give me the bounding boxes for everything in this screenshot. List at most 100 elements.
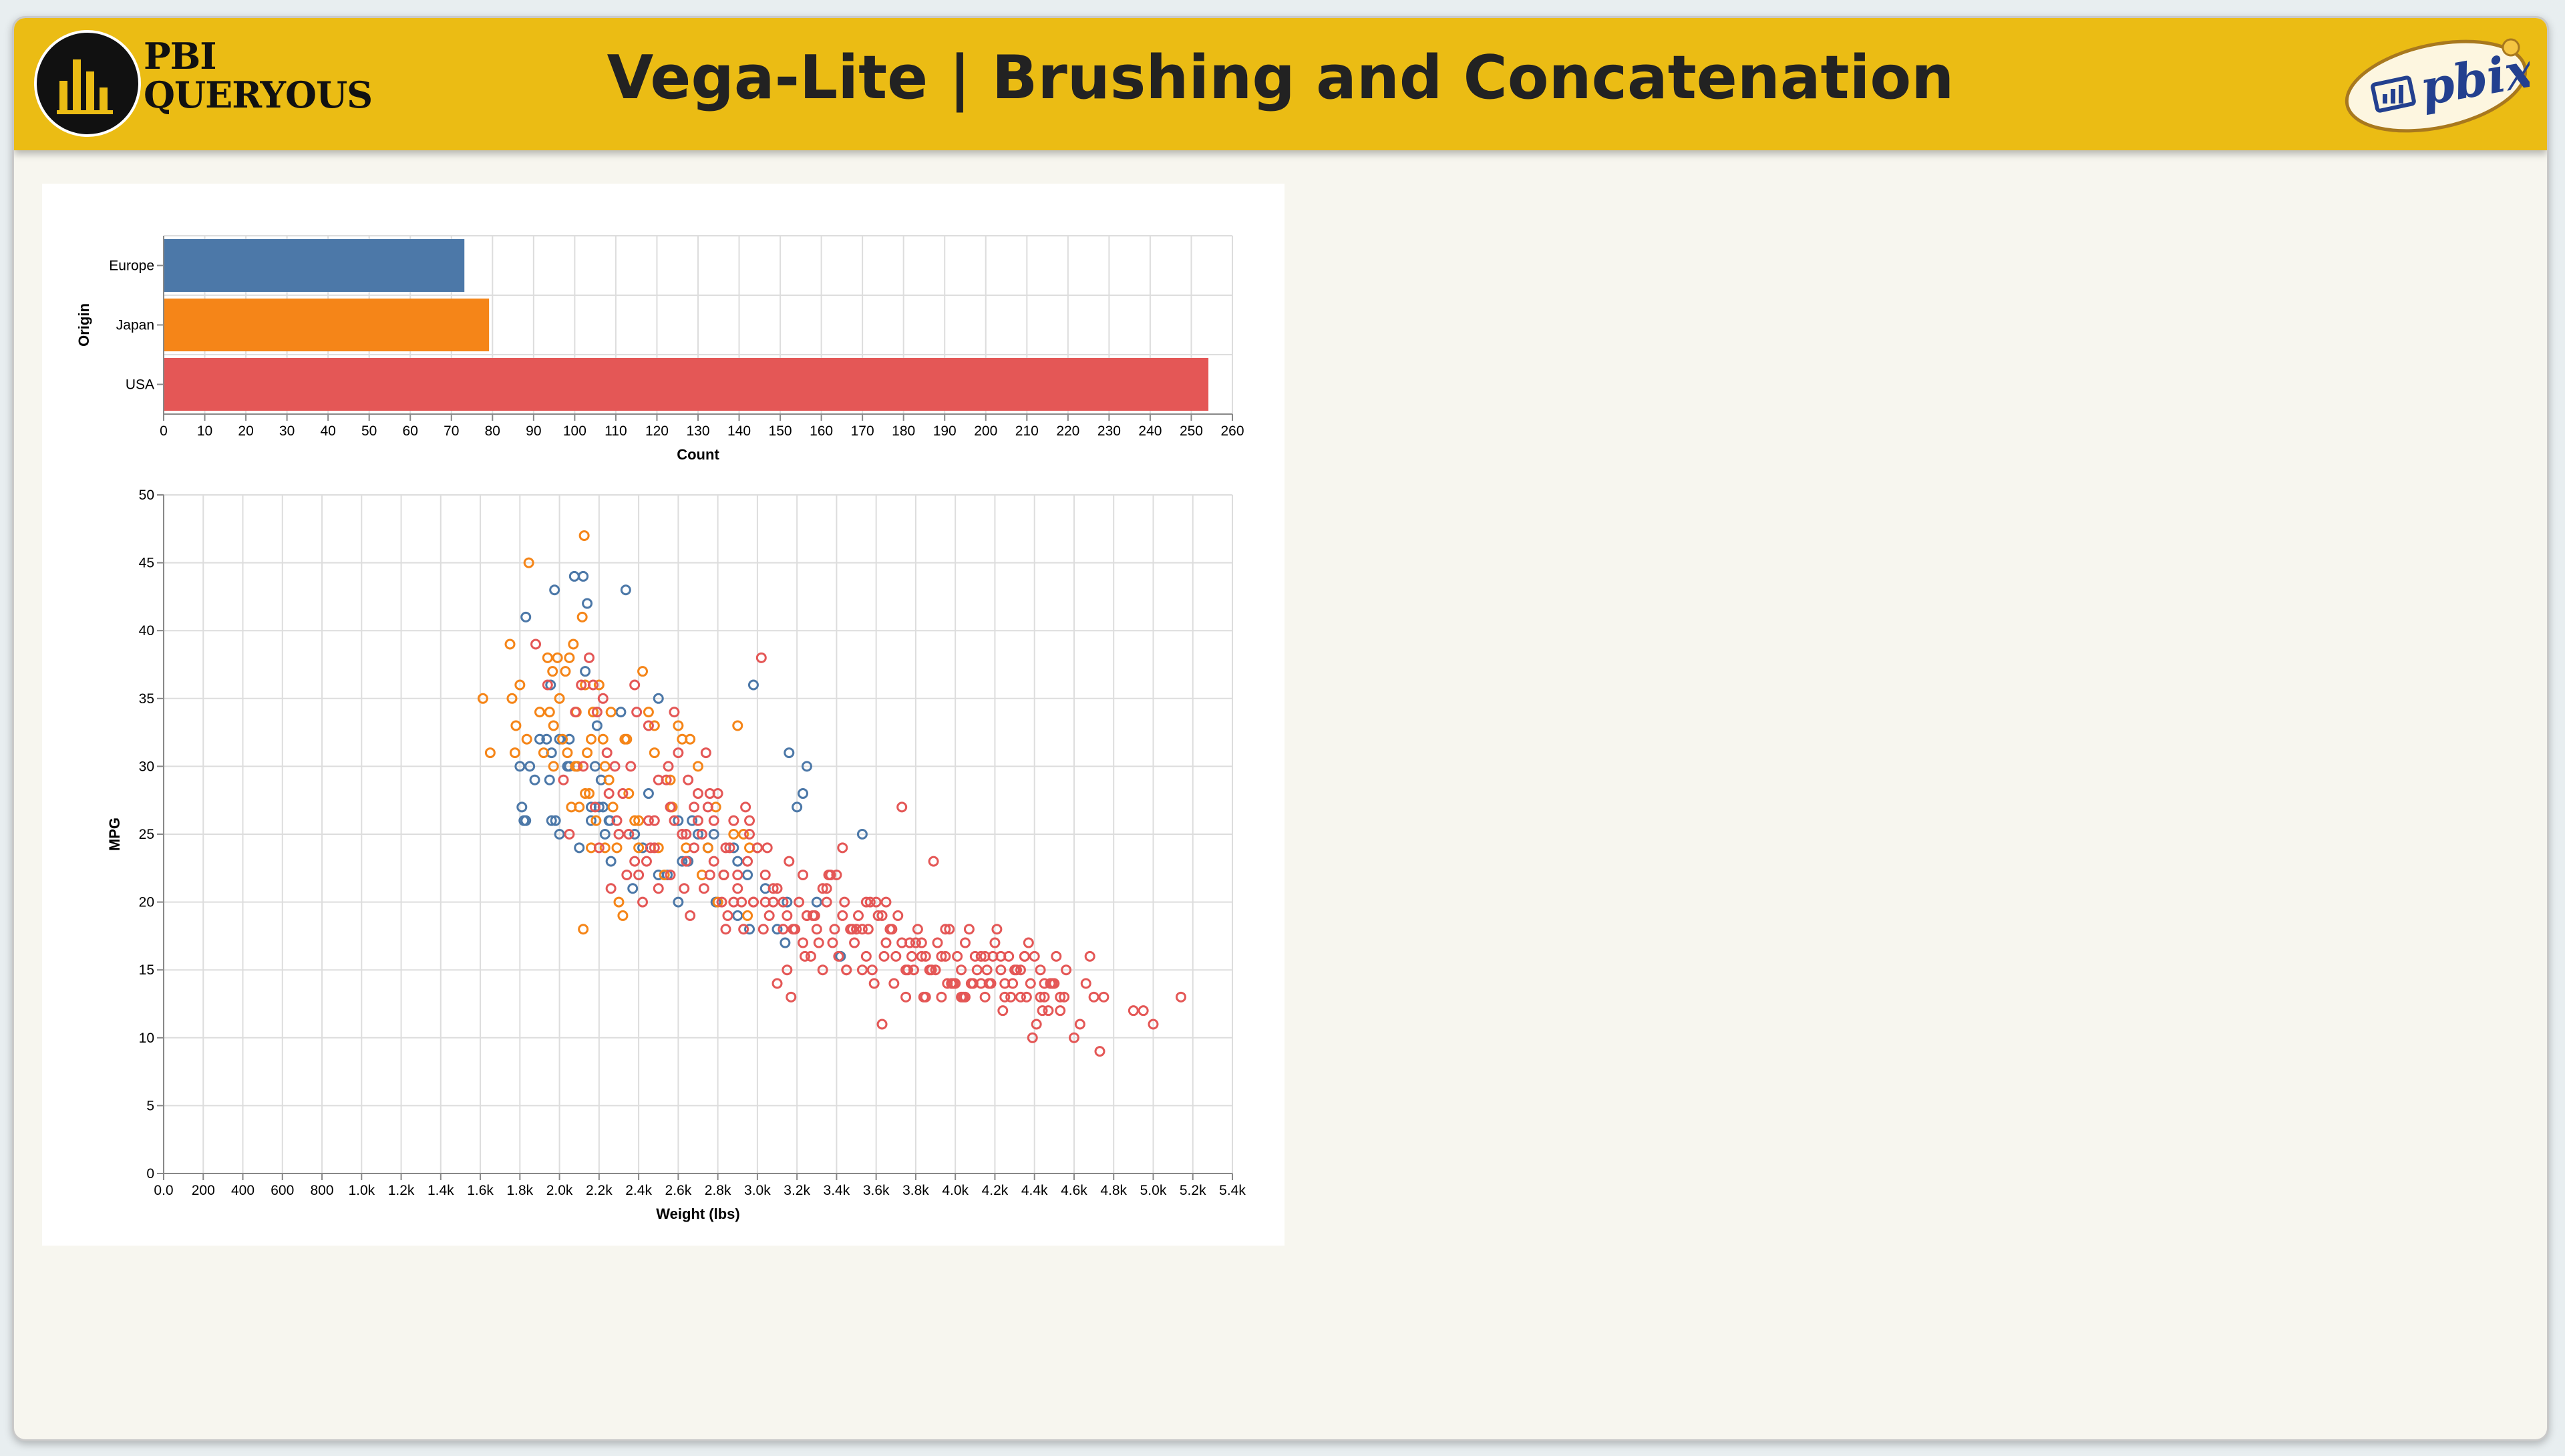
scatter-point[interactable] [693, 788, 703, 799]
scatter-point[interactable] [576, 679, 587, 691]
scatter-point[interactable] [637, 666, 649, 677]
scatter-point[interactable] [763, 910, 775, 921]
scatter-point[interactable] [751, 842, 763, 854]
scatter-point[interactable] [856, 924, 868, 935]
scatter-point[interactable] [633, 842, 645, 854]
scatter-point[interactable] [772, 924, 783, 935]
scatter-point[interactable] [578, 530, 590, 541]
scatter-point[interactable] [738, 924, 749, 935]
scatter-point[interactable] [981, 964, 993, 976]
scatter-point[interactable] [663, 761, 674, 772]
scatter-point[interactable] [597, 733, 609, 745]
scatter-point[interactable] [587, 707, 598, 718]
scatter-point[interactable] [554, 829, 565, 840]
scatter-point[interactable] [659, 869, 670, 880]
scatter-point[interactable] [568, 570, 580, 582]
scatter-point[interactable] [872, 910, 884, 921]
scatter-point[interactable] [798, 869, 809, 880]
scatter-point[interactable] [1019, 950, 1030, 962]
scatter-point[interactable] [807, 910, 818, 921]
scatter-point[interactable] [847, 924, 858, 935]
scatter-point[interactable] [477, 693, 488, 704]
scatter-point[interactable] [821, 896, 832, 908]
scatter-point[interactable] [558, 774, 569, 785]
scatter-point[interactable] [837, 910, 848, 921]
scatter-point[interactable] [870, 896, 882, 908]
scatter-point[interactable] [940, 950, 951, 962]
scatter-point[interactable] [580, 666, 591, 677]
scatter-point[interactable] [514, 679, 526, 691]
scatter-point[interactable] [623, 788, 635, 799]
scatter-point[interactable] [702, 801, 713, 813]
scatter-point[interactable] [603, 788, 615, 799]
scatter-point[interactable] [975, 978, 987, 989]
scatter-point[interactable] [991, 924, 1003, 935]
scatter-point[interactable] [643, 707, 654, 718]
scatter-point[interactable] [866, 964, 878, 976]
scatter-point[interactable] [912, 924, 923, 935]
scatter-point[interactable] [1148, 1019, 1159, 1030]
scatter-point[interactable] [586, 733, 596, 745]
scatter-point[interactable] [829, 924, 840, 935]
scatter-point[interactable] [593, 842, 605, 854]
scatter-point[interactable] [649, 815, 660, 826]
scatter-point[interactable] [649, 720, 660, 731]
scatter-point[interactable] [708, 815, 719, 826]
scatter-point[interactable] [732, 883, 743, 894]
scatter-point[interactable] [696, 829, 707, 840]
scatter-point[interactable] [821, 883, 832, 894]
scatter-point[interactable] [989, 937, 1001, 948]
scatter-point[interactable] [589, 801, 601, 813]
scatter-point[interactable] [677, 829, 688, 840]
scatter-point[interactable] [1138, 1005, 1149, 1017]
scatter-point[interactable] [520, 611, 532, 622]
scatter-point[interactable] [827, 937, 838, 948]
scatter-point[interactable] [778, 924, 789, 935]
scatter-point[interactable] [665, 774, 676, 785]
scatter-point[interactable] [716, 896, 727, 908]
scatter-point[interactable] [1037, 1005, 1048, 1017]
scatter-point[interactable] [942, 978, 953, 989]
scatter-point[interactable] [784, 856, 795, 867]
scatter-point[interactable] [1128, 1005, 1139, 1017]
scatter-point[interactable] [578, 570, 589, 582]
scatter-point[interactable] [936, 991, 947, 1003]
scatter-point[interactable] [1035, 964, 1046, 976]
scatter-point[interactable] [665, 801, 676, 813]
scatter-point[interactable] [712, 896, 723, 908]
scatter-point[interactable] [1094, 1046, 1105, 1057]
scatter-point[interactable] [669, 707, 680, 718]
scatter-point[interactable] [677, 856, 688, 867]
scatter-point[interactable] [896, 801, 908, 813]
scatter-point[interactable] [784, 747, 795, 759]
scatter-point[interactable] [693, 815, 703, 826]
scatter-point[interactable] [926, 964, 937, 976]
scatter-point[interactable] [708, 829, 719, 840]
scatter-point[interactable] [584, 788, 595, 799]
scatter-point[interactable] [740, 801, 751, 813]
scatter-point[interactable] [529, 774, 540, 785]
scatter-point[interactable] [547, 666, 558, 677]
scatter-point[interactable] [578, 924, 589, 935]
scatter-point[interactable] [653, 774, 664, 785]
scatter-point[interactable] [728, 815, 739, 826]
scatter-point[interactable] [849, 937, 860, 948]
scatter-point[interactable] [856, 829, 868, 840]
scatter-point[interactable] [969, 950, 981, 962]
scatter-point[interactable] [876, 1019, 888, 1030]
scatter-point[interactable] [627, 883, 639, 894]
scatter-point[interactable] [629, 856, 641, 867]
scatter-point[interactable] [742, 856, 753, 867]
scatter-point[interactable] [801, 910, 812, 921]
scatter-point[interactable] [576, 611, 588, 622]
scatter-point[interactable] [780, 937, 791, 948]
scatter-point[interactable] [744, 829, 755, 840]
scatter-point[interactable] [742, 869, 753, 880]
scatter-point[interactable] [599, 829, 611, 840]
scatter-point[interactable] [603, 774, 615, 785]
scatter-point[interactable] [886, 924, 898, 935]
scatter-point[interactable] [700, 747, 711, 759]
scatter-point[interactable] [623, 829, 635, 840]
scatter-point[interactable] [1039, 978, 1050, 989]
scatter-point[interactable] [615, 707, 627, 718]
